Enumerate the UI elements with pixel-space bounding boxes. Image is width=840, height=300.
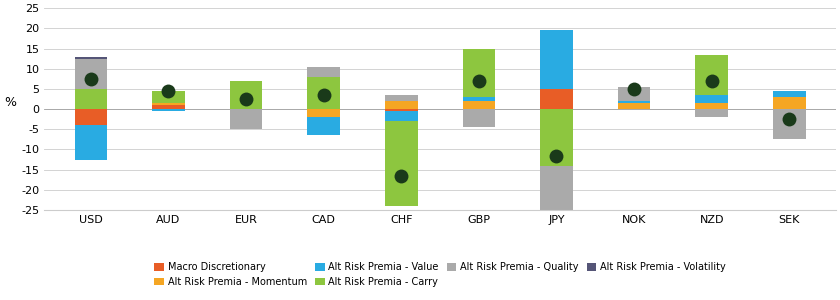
- Bar: [307, 77, 340, 109]
- Bar: [75, 58, 108, 89]
- Bar: [307, 67, 340, 77]
- Bar: [75, 125, 108, 160]
- Bar: [75, 109, 108, 125]
- Bar: [75, 57, 108, 59]
- Bar: [773, 97, 806, 109]
- Bar: [696, 55, 728, 95]
- Bar: [463, 97, 495, 101]
- Y-axis label: %: %: [4, 96, 16, 109]
- Bar: [696, 103, 728, 109]
- Bar: [696, 109, 728, 117]
- Bar: [540, 30, 573, 89]
- Bar: [617, 101, 650, 103]
- Bar: [385, 101, 417, 109]
- Bar: [152, 109, 185, 111]
- Bar: [152, 103, 185, 105]
- Bar: [540, 89, 573, 109]
- Bar: [385, 111, 417, 121]
- Bar: [540, 109, 573, 166]
- Bar: [307, 117, 340, 135]
- Bar: [307, 109, 340, 117]
- Bar: [773, 109, 806, 140]
- Bar: [385, 95, 417, 101]
- Bar: [463, 101, 495, 109]
- Bar: [463, 109, 495, 127]
- Bar: [152, 91, 185, 103]
- Bar: [229, 81, 262, 109]
- Bar: [617, 103, 650, 109]
- Bar: [540, 166, 573, 234]
- Bar: [696, 95, 728, 103]
- Bar: [617, 87, 650, 101]
- Bar: [152, 105, 185, 109]
- Bar: [229, 109, 262, 129]
- Bar: [773, 91, 806, 97]
- Legend: Macro Discretionary, Alt Risk Premia - Momentum, Alt Risk Premia - Value, Alt Ri: Macro Discretionary, Alt Risk Premia - M…: [151, 259, 729, 290]
- Bar: [75, 89, 108, 109]
- Bar: [385, 121, 417, 206]
- Bar: [463, 49, 495, 97]
- Bar: [385, 109, 417, 111]
